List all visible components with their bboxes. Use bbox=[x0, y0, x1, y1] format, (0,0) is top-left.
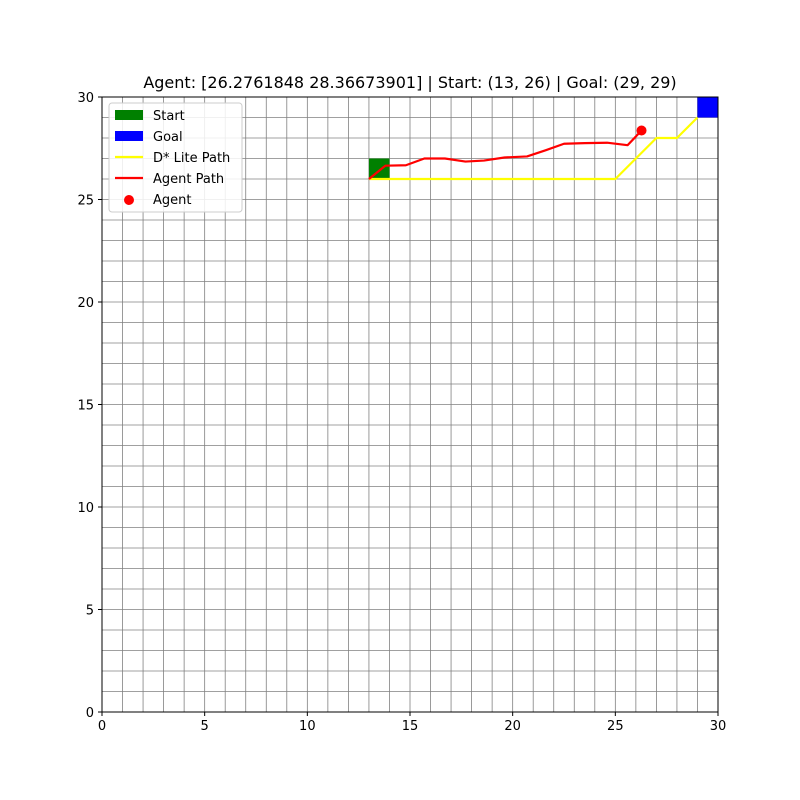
series bbox=[368, 116, 699, 181]
agent-path-line bbox=[368, 129, 643, 180]
axes: 0 5 10 15 20 25 30 0 5 10 15 20 25 30 bbox=[77, 91, 726, 734]
y-tick-label: 5 bbox=[86, 604, 94, 619]
legend-swatch-start bbox=[115, 110, 143, 120]
y-tick-label: 10 bbox=[77, 501, 94, 516]
x-tick-label: 0 bbox=[98, 719, 106, 734]
x-tick-label: 25 bbox=[607, 719, 624, 734]
y-tick-label: 20 bbox=[77, 296, 94, 311]
legend-label-d-lite-path: D* Lite Path bbox=[153, 151, 230, 166]
x-tick-label: 10 bbox=[299, 719, 316, 734]
d-lite-path-line bbox=[368, 116, 699, 181]
legend-label-agent-path: Agent Path bbox=[153, 172, 224, 187]
y-tick-label: 30 bbox=[77, 91, 94, 106]
goal-cell bbox=[697, 97, 718, 118]
agent-marker bbox=[636, 125, 647, 136]
legend-label-agent: Agent bbox=[153, 193, 191, 208]
legend-swatch-agent bbox=[124, 195, 134, 205]
x-tick-label: 20 bbox=[504, 719, 521, 734]
legend: Start Goal D* Lite Path Agent Path Agent bbox=[108, 102, 243, 213]
x-tick-label: 15 bbox=[402, 719, 419, 734]
y-tick-label: 0 bbox=[86, 706, 94, 721]
x-tick-label: 5 bbox=[201, 719, 209, 734]
x-tick-label: 30 bbox=[710, 719, 727, 734]
y-tick-label: 25 bbox=[77, 194, 94, 209]
legend-box bbox=[108, 102, 243, 213]
legend-label-goal: Goal bbox=[153, 130, 183, 145]
chart-title: Agent: [26.2761848 28.36673901] | Start:… bbox=[143, 73, 676, 92]
legend-swatch-goal bbox=[115, 131, 143, 141]
legend-label-start: Start bbox=[153, 109, 185, 124]
y-tick-label: 15 bbox=[77, 399, 94, 414]
